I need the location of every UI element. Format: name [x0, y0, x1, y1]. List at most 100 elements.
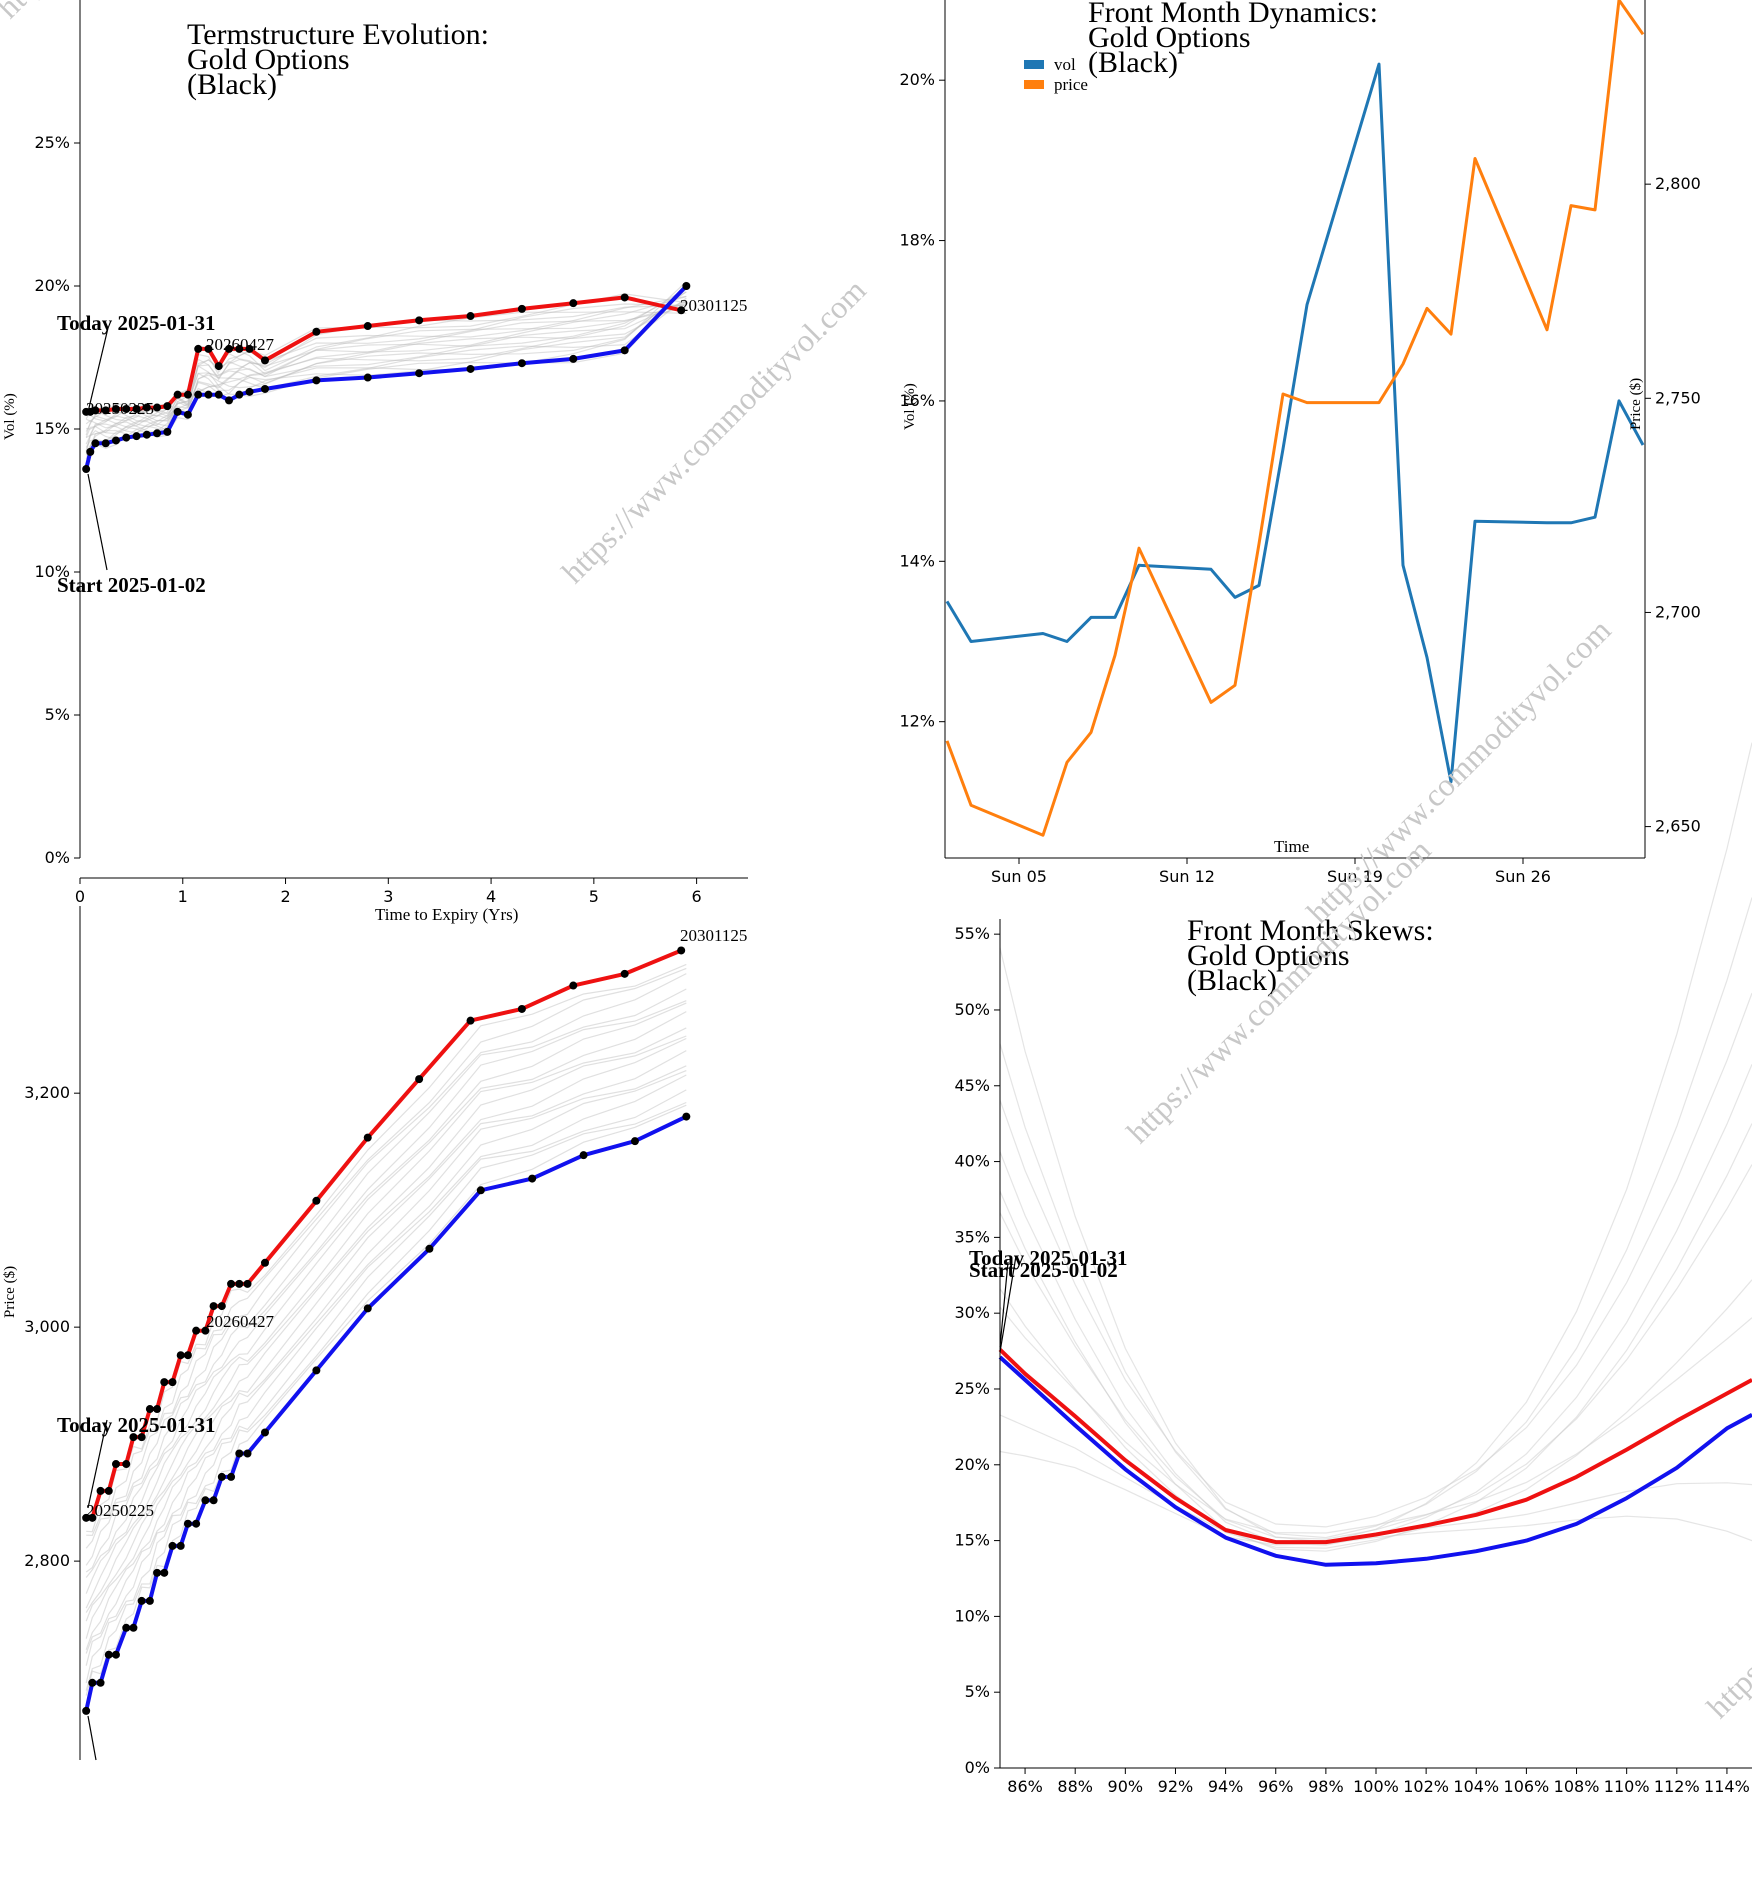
data-point — [101, 406, 110, 415]
axes: 0% 5% 10% 15% 20% 25% 30% 35% 40% 45% 50% 55% 86% 88%… — [954, 919, 1752, 1796]
history-curve — [999, 992, 1752, 1528]
x-tick-label: 90% — [1108, 1777, 1144, 1796]
watermarks: https://www.commodityvol.com https://www… — [0, 0, 1752, 1725]
data-point — [137, 1596, 146, 1605]
today-annotation: Today 2025-01-31 — [57, 311, 216, 335]
history-curve — [85, 1000, 687, 1573]
data-point — [677, 946, 686, 955]
y-tick-label: 2,800 — [1655, 174, 1701, 193]
history-curve — [999, 1164, 1752, 1540]
start-annotation: Start 2025-01-02 — [969, 1258, 1118, 1282]
x-axis-label: Time to Expiry (Yrs) — [375, 905, 518, 924]
x-tick-label: 3 — [383, 887, 393, 906]
y-tick-label: 20% — [899, 70, 935, 89]
history-curve — [85, 1002, 687, 1578]
y-tick-label: 5% — [965, 1682, 990, 1701]
data-point — [129, 1433, 138, 1442]
data-point — [620, 969, 629, 978]
data-point — [111, 436, 120, 445]
data-point — [425, 1244, 434, 1253]
history-curves — [999, 742, 1752, 1552]
data-point — [235, 1279, 244, 1288]
data-point — [363, 1304, 372, 1313]
y-tick-label: 14% — [899, 551, 935, 570]
data-point — [204, 390, 213, 399]
data-point — [235, 390, 244, 399]
series-lines — [998, 1348, 1752, 1567]
y-tick-label: 15% — [34, 419, 70, 438]
history-curve — [86, 967, 687, 1537]
data-point — [677, 306, 686, 315]
y-tick-label: 25% — [954, 1379, 990, 1398]
history-curve — [999, 897, 1752, 1539]
data-point — [312, 376, 321, 385]
data-point — [122, 433, 131, 442]
data-point — [173, 407, 182, 416]
expiry-label: 20260427 — [206, 335, 275, 354]
data-point — [363, 1133, 372, 1142]
y-tick-label: 45% — [954, 1076, 990, 1095]
chart-title-line-2: Gold Options — [187, 43, 350, 76]
x-tick-label: Sun 26 — [1495, 867, 1551, 886]
y-tick-label: 2,700 — [1655, 602, 1701, 621]
legend-label-price: price — [1054, 75, 1088, 94]
data-point — [517, 1004, 526, 1013]
data-point — [176, 1351, 185, 1360]
series-line — [998, 1355, 1752, 1567]
y-tick-label: 55% — [954, 924, 990, 943]
data-point — [104, 1650, 113, 1659]
today-leader-line — [999, 1255, 1017, 1353]
series-lines — [945, 0, 1645, 837]
x-tick-label: 92% — [1158, 1777, 1194, 1796]
data-point — [569, 981, 578, 990]
history-curve — [85, 295, 687, 445]
history-curve — [85, 302, 687, 429]
legend-label-vol: vol — [1054, 55, 1076, 74]
data-point — [235, 1449, 244, 1458]
data-point — [183, 1351, 192, 1360]
y-tick-label: 12% — [899, 712, 935, 731]
data-point — [192, 1326, 201, 1335]
data-point — [82, 1513, 91, 1522]
data-point — [145, 1596, 154, 1605]
data-point — [194, 344, 203, 353]
data-point — [201, 1496, 210, 1505]
history-curve — [999, 1450, 1752, 1546]
axes: 12% 14% 16% 18% 20% 2,650 2,700 2,750 2,800 Sun 0… — [899, 0, 1701, 886]
data-point — [153, 403, 162, 412]
y-tick-label: 0% — [45, 848, 70, 867]
data-point — [104, 1486, 113, 1495]
data-point — [225, 396, 234, 405]
y-tick-label: 2,650 — [1655, 817, 1701, 836]
today-annotation: Today 2025-01-31 — [57, 1413, 216, 1437]
x-tick-label: 86% — [1007, 1777, 1043, 1796]
history-curve — [85, 1037, 687, 1622]
y-tick-label: 18% — [899, 231, 935, 250]
data-point — [160, 1378, 169, 1387]
history-curve — [85, 1101, 687, 1691]
data-point — [363, 373, 372, 382]
data-point — [260, 356, 269, 365]
expiry-label: 20250225 — [86, 1501, 154, 1520]
y-tick-label: 25% — [34, 133, 70, 152]
x-tick-label: 110% — [1604, 1777, 1650, 1796]
data-point — [153, 1405, 162, 1414]
y-tick-label: 5% — [45, 705, 70, 724]
y-tick-label: 20% — [954, 1455, 990, 1474]
history-curve — [85, 1089, 687, 1684]
data-point — [96, 1678, 105, 1687]
history-curve — [85, 281, 687, 465]
chart-title-line-1: Front Month Skews: — [1187, 914, 1434, 947]
data-point — [243, 1449, 252, 1458]
data-point — [132, 404, 141, 413]
start-leader-line — [87, 1715, 97, 1761]
data-point — [312, 1366, 321, 1375]
data-point — [88, 1678, 97, 1687]
series-lines — [82, 282, 691, 474]
data-point — [204, 344, 213, 353]
y-axis-label: Vol (%) — [2, 393, 18, 440]
y-tick-label: 10% — [954, 1606, 990, 1625]
data-point — [173, 390, 182, 399]
y-tick-label: 3,200 — [24, 1083, 70, 1102]
watermark-text: https://www.commodityvol.com — [1699, 1407, 1752, 1725]
